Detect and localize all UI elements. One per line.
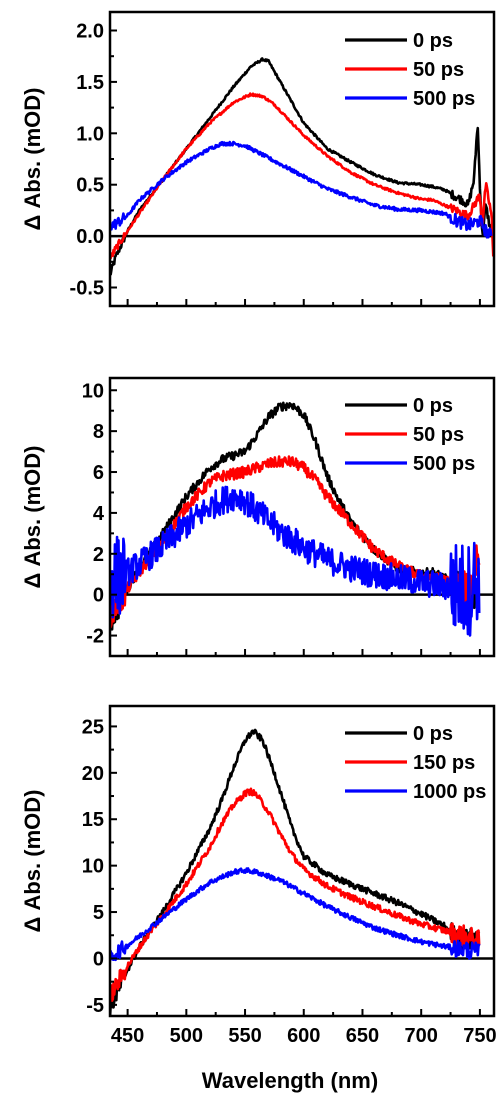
x-axis-title: Wavelength (nm) <box>202 1068 378 1093</box>
plot-frame <box>108 376 496 658</box>
x-tick-label: 750 <box>463 1025 496 1047</box>
x-tick-label: 700 <box>405 1025 438 1047</box>
y-tick-label: 0 <box>93 948 104 970</box>
y-tick-label: 10 <box>82 380 104 402</box>
y-tick-label: -5 <box>86 995 104 1017</box>
y-tick-label: 15 <box>82 809 104 831</box>
y-tick-label: 10 <box>82 856 104 878</box>
y-tick-label: 6 <box>93 462 104 484</box>
chart-panel-2: -2 0 2 4 6 8 10 Δ Abs. (mOD) 0 ps 50 ps 500 ps <box>20 376 496 658</box>
y-tick-label: 8 <box>93 421 104 443</box>
plot-frame <box>108 704 496 1018</box>
series-line-500-ps <box>110 140 493 239</box>
x-tick-label: 450 <box>111 1025 144 1047</box>
y-tick-label: 4 <box>93 503 105 525</box>
series-line-0-ps <box>110 728 481 1016</box>
series-line-500-ps <box>110 485 481 637</box>
y-tick-label: -0.5 <box>70 277 104 299</box>
y-tick-label: 0 <box>93 585 104 607</box>
y-tick-label: 2 <box>93 544 104 566</box>
y-tick-label: 1.0 <box>76 123 104 145</box>
x-tick-label: 600 <box>287 1025 320 1047</box>
series-line-50-ps <box>110 92 494 260</box>
legend-label: 0 ps <box>413 395 453 417</box>
legend-label: 150 ps <box>413 752 475 774</box>
y-tick-label: 25 <box>82 716 104 738</box>
legend-label: 500 ps <box>413 453 475 475</box>
series-line-1000-ps <box>110 867 481 962</box>
y-tick-label: 2.0 <box>76 21 104 43</box>
y-tick-label: 20 <box>82 763 104 785</box>
legend-label: 0 ps <box>413 723 453 745</box>
y-axis-title: Δ Abs. (mOD) <box>20 446 45 589</box>
y-tick-label: 5 <box>93 902 104 924</box>
chart-panel-3: -5 0 5 10 15 20 25 450 500 550 600 650 700 750 Δ Abs. … <box>20 704 497 1047</box>
legend-label: 0 ps <box>413 30 453 52</box>
x-tick-label: 550 <box>228 1025 261 1047</box>
y-tick-label: 0.0 <box>76 226 104 248</box>
series-line-150-ps <box>110 787 481 1002</box>
x-tick-label: 500 <box>170 1025 203 1047</box>
chart-panel-1: -0.5 0.0 0.5 1.0 1.5 2.0 Δ Abs. (mOD) 0 ps 50 ps… <box>20 10 496 308</box>
legend: 0 ps 50 ps 500 ps <box>345 30 475 110</box>
plot-frame <box>108 10 496 308</box>
legend-label: 500 ps <box>413 88 475 110</box>
y-tick-label: -2 <box>86 626 104 648</box>
legend-label: 50 ps <box>413 59 464 81</box>
legend-label: 1000 ps <box>413 781 486 803</box>
y-axis-title: Δ Abs. (mOD) <box>20 790 45 933</box>
legend: 0 ps 150 ps 1000 ps <box>345 723 486 803</box>
y-tick-label: 1.5 <box>76 72 104 94</box>
x-tick-label: 650 <box>346 1025 379 1047</box>
y-axis-title: Δ Abs. (mOD) <box>20 88 45 231</box>
y-tick-label: 0.5 <box>76 175 104 197</box>
legend: 0 ps 50 ps 500 ps <box>345 395 475 475</box>
legend-label: 50 ps <box>413 424 464 446</box>
